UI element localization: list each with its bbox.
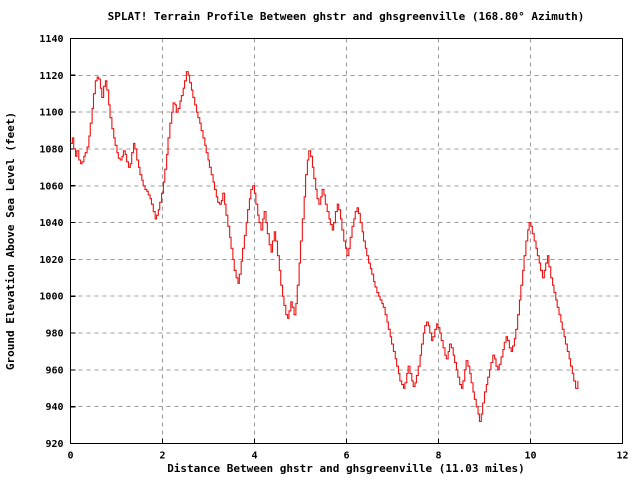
- x-axis-label: Distance Between ghstr and ghsgreenville…: [167, 462, 525, 475]
- x-tick-label: 8: [435, 451, 441, 462]
- y-tick-label: 1040: [39, 218, 63, 229]
- y-tick-label: 960: [45, 365, 63, 376]
- x-tick-label: 2: [159, 451, 165, 462]
- y-tick-label: 1020: [39, 255, 63, 266]
- series-line-terrain-elevation: [70, 71, 579, 422]
- y-axis-label: Ground Elevation Above Sea Level (feet): [4, 112, 17, 370]
- data-series: [70, 71, 579, 422]
- y-tick-label: 920: [45, 439, 63, 450]
- x-tick-label: 10: [524, 451, 536, 462]
- x-tick-label: 12: [616, 451, 628, 462]
- x-axis-ticks: 0 2 4 6 8 10 12: [67, 438, 629, 462]
- y-tick-label: 1000: [39, 292, 63, 303]
- y-tick-label: 1100: [39, 108, 63, 119]
- x-tick-label: 4: [251, 451, 257, 462]
- chart-title: SPLAT! Terrain Profile Between ghstr and…: [108, 10, 585, 23]
- x-tick-label: 6: [343, 451, 349, 462]
- y-axis-ticks: 920 940 960 980 1000 1020 1040 1060 1080 1100 1120…: [39, 34, 76, 450]
- y-tick-label: 1120: [39, 71, 63, 82]
- y-tick-label: 1140: [39, 34, 63, 45]
- plot-frame: [69, 37, 624, 445]
- grid-lines: [70, 38, 623, 444]
- y-tick-label: 1060: [39, 181, 63, 192]
- x-tick-label: 0: [67, 451, 73, 462]
- y-tick-label: 940: [45, 402, 63, 413]
- y-tick-label: 980: [45, 329, 63, 340]
- y-tick-label: 1080: [39, 144, 63, 155]
